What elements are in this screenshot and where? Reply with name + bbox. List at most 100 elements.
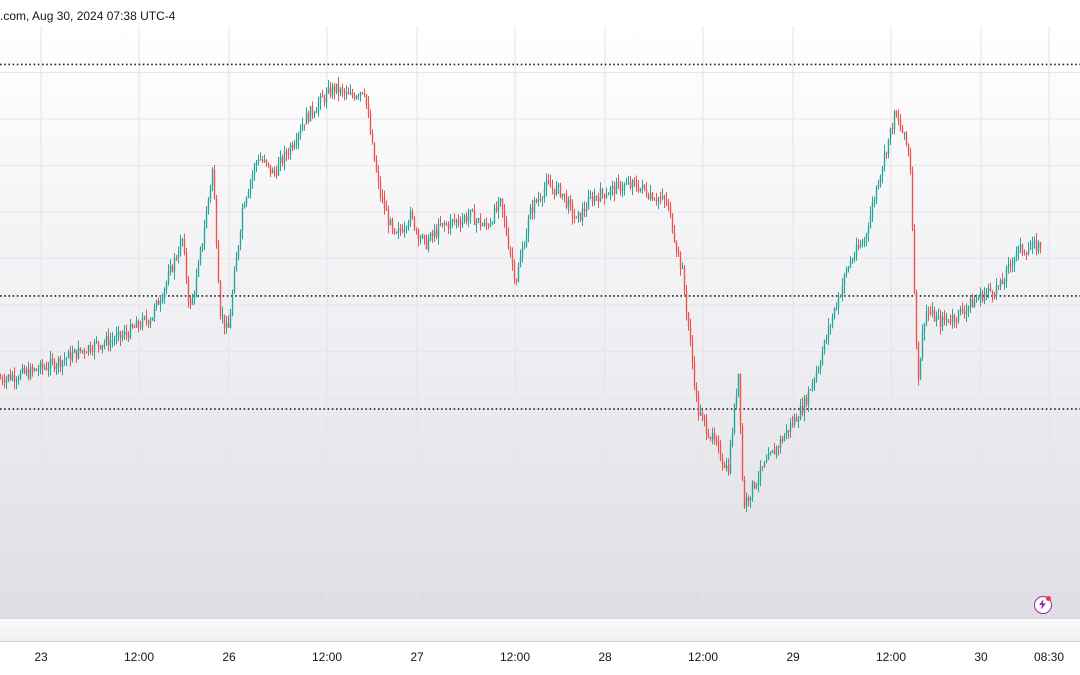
candle-body-79	[157, 300, 160, 305]
candle-body-270	[539, 198, 542, 200]
candle-body-190	[379, 181, 382, 197]
candle-body-67	[133, 327, 136, 328]
candle-body-241	[481, 224, 484, 227]
candle-body-268	[535, 200, 538, 202]
candle-body-48	[95, 341, 98, 343]
chart-scrollbar[interactable]	[0, 618, 1080, 642]
candle-body-256	[511, 254, 514, 263]
candle-body-280	[559, 184, 562, 197]
candle-body-147	[293, 144, 296, 148]
candle-body-377	[753, 481, 756, 488]
candle-body-339	[677, 250, 680, 253]
candle-body-486	[971, 298, 974, 308]
candle-body-406	[811, 383, 814, 390]
candle-body-475	[949, 321, 952, 323]
price-chart[interactable]	[0, 26, 1080, 618]
candle-body-514	[1027, 250, 1030, 255]
candle-body-90	[179, 240, 182, 255]
candle-body-132	[263, 159, 266, 162]
candle-body-232	[463, 216, 466, 220]
candle-body-242	[483, 222, 486, 225]
candle-body-432	[863, 238, 866, 244]
candle-body-291	[581, 208, 584, 221]
candle-body-65	[129, 324, 132, 339]
candle-body-69	[137, 320, 140, 327]
candle-body-410	[819, 363, 822, 369]
candle-body-433	[865, 233, 868, 239]
candle-body-102	[203, 228, 206, 244]
candle-body-368	[735, 395, 738, 405]
candle-body-142	[283, 151, 286, 164]
candle-body-249	[497, 200, 500, 211]
candle-body-117	[233, 271, 236, 293]
candle-body-476	[951, 315, 954, 323]
candle-body-462	[923, 323, 926, 333]
candle-body-143	[285, 151, 288, 155]
candle-body-207	[413, 217, 416, 230]
candle-body-408	[815, 371, 818, 380]
candle-body-16	[31, 367, 34, 371]
candle-body-170	[339, 88, 342, 94]
candle-body-212	[423, 235, 426, 238]
candle-body-310	[619, 182, 622, 192]
candle-body-11	[21, 367, 24, 373]
candle-body-68	[135, 320, 138, 328]
candle-body-351	[701, 412, 704, 416]
candle-body-162	[323, 97, 326, 103]
candle-body-155	[309, 106, 312, 122]
candle-body-317	[633, 180, 636, 183]
candle-body-205	[409, 211, 412, 223]
candle-body-423	[845, 270, 848, 275]
candle-body-471	[941, 316, 944, 327]
candle-body-112	[223, 314, 226, 328]
candle-body-225	[449, 220, 452, 229]
candle-body-518	[1035, 240, 1038, 252]
candle-body-289	[577, 212, 580, 217]
candle-body-3	[5, 378, 8, 383]
candle-body-360	[719, 445, 722, 460]
candle-body-72	[143, 316, 146, 318]
candle-body-228	[455, 220, 458, 222]
candle-body-288	[575, 216, 578, 219]
time-axis[interactable]: 23 12:00 26 12:00 27 12:00 28 12:00 29 12:00 30 08:…	[0, 642, 1080, 675]
candle-body-512	[1023, 252, 1026, 254]
candle-body-294	[587, 197, 590, 209]
candle-body-479	[957, 310, 960, 322]
candle-body-299	[597, 197, 600, 202]
candle-body-262	[523, 246, 526, 249]
candle-body-434	[867, 227, 870, 234]
candle-body-332	[663, 196, 666, 200]
candle-body-437	[873, 199, 876, 203]
candle-body-144	[287, 154, 290, 156]
lightning-bolt-glyph	[1039, 599, 1046, 610]
candle-body-30	[59, 358, 62, 368]
candle-body-319	[637, 187, 640, 192]
lightning-icon[interactable]	[1034, 596, 1052, 614]
candle-body-484	[967, 306, 970, 310]
candle-body-138	[275, 172, 278, 176]
candle-body-229	[457, 220, 460, 223]
candle-body-420	[839, 295, 842, 297]
candle-body-316	[631, 180, 634, 188]
time-tick-label: 12:00	[875, 650, 907, 664]
candle-body-405	[809, 389, 812, 391]
candle-body-103	[205, 210, 208, 229]
candle-body-113	[225, 323, 228, 328]
candle-body-151	[301, 124, 304, 131]
candle-body-325	[649, 193, 652, 199]
candle-body-322	[643, 184, 646, 189]
candle-body-220	[439, 223, 442, 225]
candle-body-85	[169, 265, 172, 273]
candle-body-459	[917, 341, 920, 380]
candle-body-59	[117, 331, 120, 335]
candle-body-482	[963, 312, 966, 315]
candle-body-192	[383, 197, 386, 209]
candle-body-358	[715, 440, 718, 442]
candle-body-419	[837, 296, 840, 308]
candle-body-52	[103, 342, 106, 345]
candle-body-328	[655, 199, 658, 202]
candle-body-331	[661, 196, 664, 199]
candle-body-153	[305, 112, 308, 125]
candle-body-183	[365, 94, 368, 104]
candle-body-366	[731, 432, 734, 445]
